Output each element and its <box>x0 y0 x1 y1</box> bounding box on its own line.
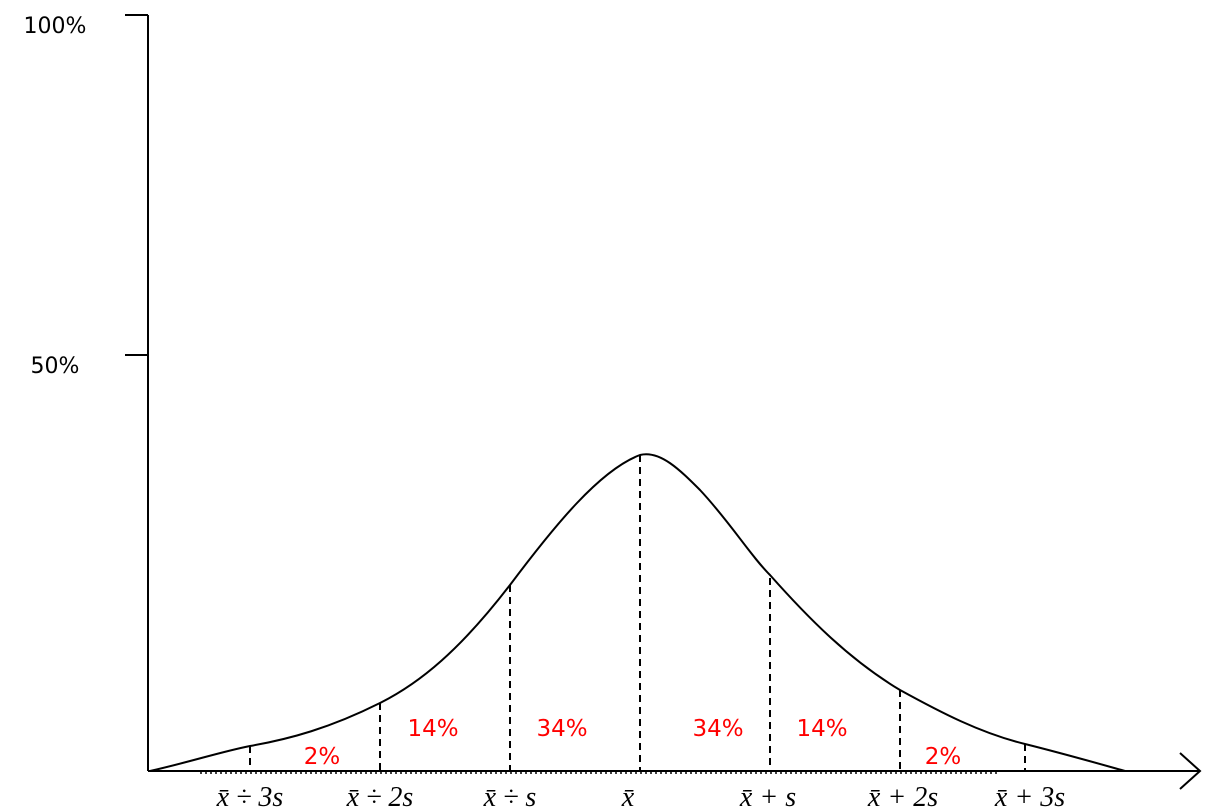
x-label: x̄ + 3s <box>994 782 1065 809</box>
sigma-lines <box>249 455 1026 771</box>
region-label: 2% <box>304 744 341 770</box>
x-label: x̄ ÷ s <box>483 782 537 809</box>
bell-curve <box>149 453 1126 772</box>
region-label: 34% <box>692 716 743 742</box>
region-label: 14% <box>796 716 847 742</box>
region-label: 14% <box>407 716 458 742</box>
x-label: x̄ + s <box>739 782 796 809</box>
region-label: 2% <box>925 744 962 770</box>
y-tick-label: 100% <box>24 14 87 39</box>
x-label: x̄ ÷ 3s <box>216 782 284 809</box>
region-label: 34% <box>536 716 587 742</box>
y-tick-label: 50% <box>31 354 80 379</box>
x-label: x̄ <box>621 782 635 809</box>
x-arrow <box>1179 752 1202 790</box>
x-label: x̄ ÷ 2s <box>346 782 414 809</box>
axes <box>125 14 1202 790</box>
x-label: x̄ + 2s <box>867 782 938 809</box>
